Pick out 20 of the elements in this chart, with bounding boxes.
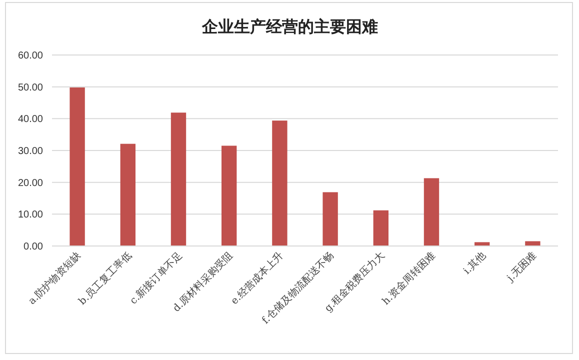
bar [170,112,186,246]
bar [222,146,237,246]
bar [322,192,338,246]
bar [70,87,85,246]
x-tick-label: i.其他 [461,250,488,277]
bar [525,241,540,246]
bar [424,178,440,246]
y-tick-label: 50.00 [18,82,44,94]
bar [120,144,136,246]
x-tick-label: j.无困难 [504,250,539,284]
bar [474,242,490,246]
chart-title: 企业生产经营的主要困难 [201,17,378,36]
y-tick-label: 30.00 [18,146,44,157]
y-tick-label: 0.00 [24,242,44,252]
bar [373,210,388,246]
bar [272,120,288,246]
y-tick-label: 10.00 [18,210,44,221]
y-tick-label: 60.00 [18,50,44,62]
y-tick-label: 40.00 [18,114,44,126]
y-tick-label: 20.00 [18,178,44,189]
